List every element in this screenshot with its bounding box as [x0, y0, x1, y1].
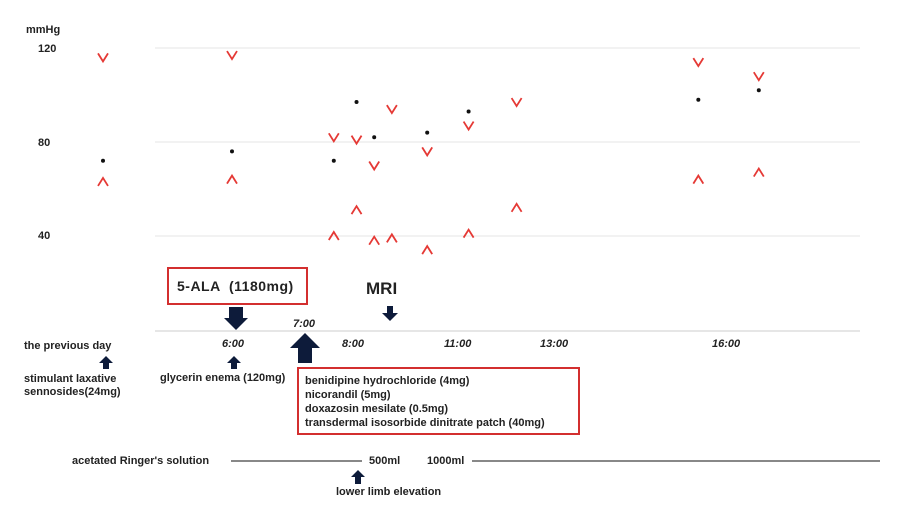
medications-box: benidipine hydrochloride (4mg) nicorandi…	[297, 367, 580, 435]
systolic-marker	[753, 71, 765, 82]
arrow-laxative-icon	[99, 356, 113, 369]
x-tick-7: 7:00	[293, 318, 316, 330]
diastolic-marker	[97, 176, 109, 187]
mean-pressure-dot	[372, 135, 377, 140]
diastolic-marker	[692, 173, 705, 185]
ringer-label: acetated Ringer's solution	[72, 455, 210, 467]
mean-pressure-dot	[466, 109, 471, 114]
y-tick-80: 80	[38, 137, 51, 149]
diastolic-marker	[226, 173, 238, 185]
data-marks	[97, 50, 765, 255]
diastolic-marker	[328, 230, 340, 241]
diastolic-marker	[386, 232, 398, 243]
mean-pressure-dot	[425, 130, 430, 135]
medication-item: nicorandil (5mg)	[305, 389, 391, 401]
mean-pressure-dot	[354, 100, 359, 105]
diastolic-marker	[421, 244, 433, 255]
arrow-meds-icon	[290, 333, 320, 363]
diastolic-marker	[350, 204, 363, 215]
y-tick-40: 40	[38, 230, 51, 242]
enema-label: glycerin enema (120mg)	[160, 372, 286, 384]
systolic-marker	[386, 104, 398, 115]
ala-label: 5-ALA (1180mg)	[177, 278, 294, 294]
medication-item: transdermal isosorbide dinitrate patch (…	[305, 417, 545, 429]
systolic-marker	[462, 121, 475, 132]
medication-item: benidipine hydrochloride (4mg)	[305, 375, 470, 387]
systolic-marker	[226, 50, 238, 61]
diastolic-marker	[368, 235, 380, 246]
x-tick-8: 8:00	[342, 338, 365, 350]
systolic-marker	[510, 97, 523, 108]
systolic-marker	[692, 57, 705, 68]
mri-label: MRI	[366, 279, 398, 298]
systolic-marker	[421, 146, 433, 158]
systolic-marker	[328, 132, 340, 143]
arrow-enema-icon	[227, 356, 241, 369]
mean-pressure-dot	[696, 97, 701, 102]
limb-elevation-label: lower limb elevation	[336, 486, 442, 498]
x-tick-previous-day: the previous day	[24, 340, 112, 352]
gridlines	[155, 47, 860, 237]
arrow-limb-icon	[351, 470, 365, 484]
mean-pressure-dot	[331, 158, 336, 163]
systolic-marker	[97, 52, 109, 64]
y-axis-title: mmHg	[26, 24, 61, 36]
diastolic-marker	[462, 227, 475, 239]
medication-item: doxazosin mesilate (0.5mg)	[305, 403, 449, 415]
x-tick-13: 13:00	[540, 338, 569, 350]
systolic-marker	[368, 161, 380, 172]
x-tick-16: 16:00	[712, 338, 741, 350]
ringer-500-label: 500ml	[369, 455, 401, 467]
laxative-label-line1: stimulant laxative	[24, 373, 117, 385]
arrow-ala-icon	[224, 307, 248, 330]
x-tick-11: 11:00	[444, 338, 472, 350]
ala-annotation-box: 5-ALA (1180mg)	[167, 267, 308, 305]
mean-pressure-dot	[756, 88, 761, 93]
y-tick-120: 120	[38, 43, 57, 55]
diastolic-marker	[753, 166, 765, 178]
systolic-marker	[350, 135, 363, 146]
mean-pressure-dot	[230, 149, 234, 154]
mean-pressure-dot	[101, 158, 105, 163]
x-tick-6: 6:00	[222, 338, 245, 350]
arrow-mri-icon	[382, 306, 398, 321]
laxative-label-line2: sennosides(24mg)	[24, 386, 121, 398]
ringer-1000-label: 1000ml	[427, 455, 465, 467]
diastolic-marker	[510, 202, 523, 213]
arrows	[99, 306, 398, 484]
